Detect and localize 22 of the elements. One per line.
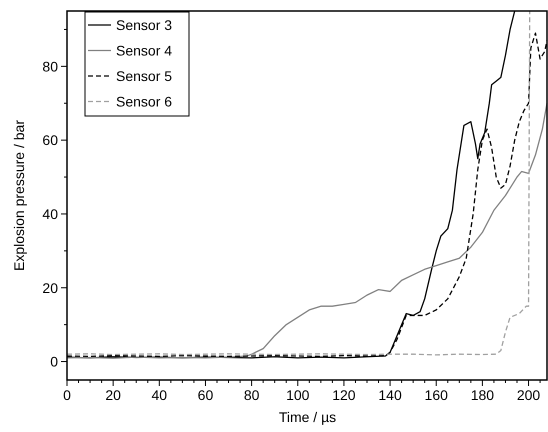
legend-label: Sensor 5: [116, 68, 172, 84]
x-tick-label: 180: [470, 387, 494, 403]
x-tick-label: 120: [332, 387, 356, 403]
legend-label: Sensor 4: [116, 42, 172, 58]
x-tick-label: 20: [105, 387, 122, 403]
x-tick-label: 200: [516, 387, 540, 403]
y-tick-label: 60: [42, 132, 58, 148]
x-tick-label: 40: [152, 387, 168, 403]
y-tick-label: 40: [42, 206, 58, 222]
x-tick-label: 0: [63, 387, 72, 403]
y-axis-title: Explosion pressure / bar: [11, 120, 27, 271]
y-tick-label: 80: [42, 58, 58, 74]
x-tick-label: 60: [198, 387, 214, 403]
y-tick-label: 20: [42, 280, 58, 296]
x-axis-title: Time / µs: [278, 409, 336, 425]
y-tick-label: 0: [50, 354, 58, 370]
legend-label: Sensor 3: [116, 17, 172, 33]
x-tick-label: 160: [424, 387, 448, 403]
legend-label: Sensor 6: [116, 94, 172, 110]
x-tick-label: 140: [378, 387, 402, 403]
x-tick-label: 100: [286, 387, 310, 403]
x-tick-label: 80: [244, 387, 260, 403]
